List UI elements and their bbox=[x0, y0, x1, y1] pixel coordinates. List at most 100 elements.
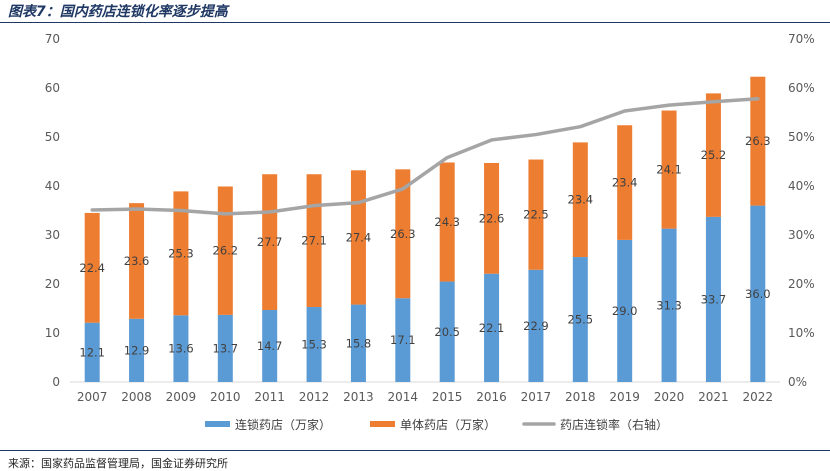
data-label-chain: 22.1 bbox=[479, 321, 505, 335]
bar-chain bbox=[528, 269, 544, 382]
bar-single bbox=[439, 162, 455, 282]
legend-label: 药店连锁率（右轴） bbox=[560, 417, 668, 432]
data-label-chain: 25.5 bbox=[568, 313, 594, 327]
legend-swatch bbox=[205, 421, 230, 427]
bar-chain bbox=[350, 304, 366, 382]
bar-single bbox=[217, 186, 233, 315]
y-left-tick-label: 60 bbox=[45, 81, 60, 95]
data-label-single: 23.4 bbox=[568, 193, 594, 207]
data-label-chain: 15.8 bbox=[346, 336, 372, 350]
y-right-tick-label: 0% bbox=[788, 375, 807, 389]
bar-chain bbox=[173, 315, 189, 382]
line-chain-rate bbox=[90, 97, 760, 216]
data-label-single: 26.3 bbox=[390, 227, 416, 241]
bar-chain bbox=[84, 322, 100, 382]
bar-chain bbox=[306, 307, 322, 382]
data-label-chain: 20.5 bbox=[434, 325, 460, 339]
data-label-single: 27.4 bbox=[346, 230, 372, 244]
y-right-tick-label: 10% bbox=[788, 326, 815, 340]
figure-title: 图表7：国内药店连锁化率逐步提高 bbox=[8, 4, 228, 20]
data-label-chain: 13.7 bbox=[213, 341, 239, 355]
x-tick-label: 2011 bbox=[254, 390, 285, 404]
data-label-chain: 14.7 bbox=[257, 339, 283, 353]
bar-chain bbox=[439, 281, 455, 382]
legend: 连锁药店（万家） 单体药店（万家） 药店连锁率（右轴） bbox=[205, 417, 668, 432]
bar-single bbox=[484, 162, 500, 274]
bar-single bbox=[262, 174, 278, 310]
bar-chain bbox=[262, 309, 278, 382]
x-tick-label: 2020 bbox=[654, 390, 685, 404]
data-label-chain: 12.1 bbox=[79, 345, 105, 359]
y-left-tick-label: 30 bbox=[45, 228, 60, 242]
bar-chain bbox=[750, 205, 766, 382]
data-label-chain: 17.1 bbox=[390, 333, 416, 347]
bar-single bbox=[528, 159, 544, 270]
bar-chain bbox=[484, 273, 500, 382]
x-tick-label: 2013 bbox=[343, 390, 374, 404]
x-tick-label: 2015 bbox=[432, 390, 463, 404]
bar-single bbox=[750, 76, 766, 206]
y-right-tick-label: 30% bbox=[788, 228, 815, 242]
x-tick-label: 2009 bbox=[166, 390, 197, 404]
data-label-single: 22.4 bbox=[79, 261, 105, 275]
y-right-tick-label: 50% bbox=[788, 130, 815, 144]
y-left-tick-label: 40 bbox=[45, 179, 60, 193]
data-label-single: 26.3 bbox=[745, 134, 771, 148]
legend-swatch bbox=[370, 421, 395, 427]
bar-single bbox=[705, 93, 721, 217]
figure-source: 来源：国家药品监督管理局，国金证券研究所 bbox=[8, 457, 228, 470]
x-tick-label: 2014 bbox=[388, 390, 419, 404]
x-axis: 2007 2008 2009 2010 2011 2012 2013 2014 2015 2016… bbox=[77, 390, 773, 404]
y-right-tick-label: 40% bbox=[788, 179, 815, 193]
x-tick-label: 2016 bbox=[476, 390, 507, 404]
bar-single bbox=[84, 212, 100, 323]
data-label-single: 22.6 bbox=[479, 211, 505, 225]
x-tick-label: 2010 bbox=[210, 390, 241, 404]
y-right-tick-label: 60% bbox=[788, 81, 815, 95]
line-group: 12.1 22.4 12.9 23.6 13.6 25.3 13.7 26.2 14.7 27.7… bbox=[79, 97, 771, 359]
data-label-single: 27.7 bbox=[257, 235, 283, 249]
data-label-single: 25.2 bbox=[701, 148, 727, 162]
bar-single bbox=[173, 191, 189, 316]
y-left-tick-label: 10 bbox=[45, 326, 60, 340]
y-left-tick-label: 50 bbox=[45, 130, 60, 144]
x-tick-label: 2021 bbox=[698, 390, 729, 404]
bar-chain bbox=[572, 257, 588, 382]
data-label-single: 24.1 bbox=[656, 163, 682, 177]
y-left-tick-label: 0 bbox=[52, 375, 60, 389]
y-axis-right: 0% 10% 20% 30% 40% 50% 60% 70% bbox=[788, 32, 815, 389]
bar-chain bbox=[705, 216, 721, 382]
legend-label: 单体药店（万家） bbox=[400, 417, 496, 432]
x-tick-label: 2018 bbox=[565, 390, 596, 404]
bar-chain bbox=[395, 298, 411, 382]
x-tick-label: 2012 bbox=[299, 390, 330, 404]
data-label-single: 23.4 bbox=[612, 176, 638, 190]
data-label-chain: 12.9 bbox=[124, 343, 150, 357]
bars-group bbox=[84, 76, 766, 382]
data-label-single: 27.1 bbox=[301, 234, 327, 248]
data-label-single: 22.5 bbox=[523, 208, 549, 222]
data-label-chain: 13.6 bbox=[168, 342, 194, 356]
bar-chain bbox=[617, 239, 633, 382]
data-label-single: 23.6 bbox=[124, 254, 150, 268]
title-bar: 图表7：国内药店连锁化率逐步提高 bbox=[0, 0, 830, 23]
y-axis-left: 0 10 20 30 40 50 60 70 bbox=[45, 32, 60, 389]
bar-chain bbox=[661, 228, 677, 382]
data-label-chain: 15.3 bbox=[301, 338, 327, 352]
y-left-tick-label: 70 bbox=[45, 32, 60, 46]
y-left-tick-label: 20 bbox=[45, 277, 60, 291]
source-divider bbox=[0, 450, 830, 451]
x-tick-label: 2017 bbox=[521, 390, 552, 404]
x-tick-label: 2022 bbox=[743, 390, 774, 404]
bar-chain bbox=[217, 314, 233, 382]
data-label-chain: 22.9 bbox=[523, 319, 549, 333]
x-tick-label: 2008 bbox=[121, 390, 152, 404]
y-right-tick-label: 20% bbox=[788, 277, 815, 291]
legend-label: 连锁药店（万家） bbox=[235, 417, 331, 432]
data-label-chain: 33.7 bbox=[701, 292, 727, 306]
bar-single bbox=[661, 110, 677, 229]
x-tick-label: 2007 bbox=[77, 390, 108, 404]
data-label-single: 26.2 bbox=[213, 244, 239, 258]
bar-single bbox=[395, 169, 411, 299]
